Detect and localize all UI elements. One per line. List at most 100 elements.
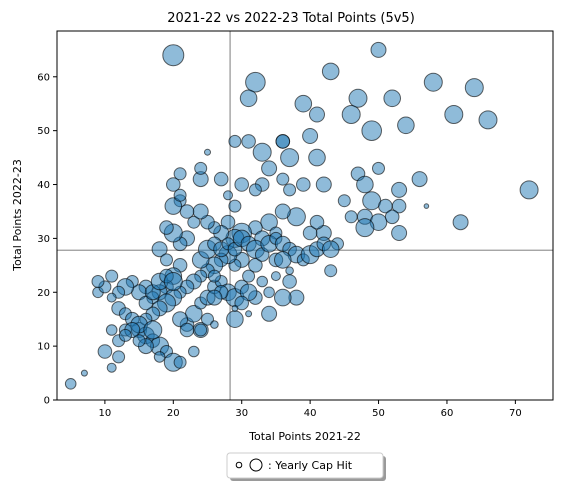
- data-point: [283, 183, 297, 197]
- data-point: [252, 142, 272, 162]
- data-point: [274, 203, 291, 220]
- legend-label: : Yearly Cap Hit: [268, 459, 353, 472]
- data-point: [270, 271, 281, 282]
- data-point: [383, 89, 402, 108]
- data-point: [194, 161, 208, 175]
- data-point: [362, 191, 382, 211]
- data-point: [348, 88, 368, 108]
- data-point: [213, 171, 229, 187]
- data-point: [234, 295, 249, 311]
- legend-box: [226, 452, 384, 479]
- data-point: [159, 220, 174, 235]
- data-point: [355, 218, 375, 238]
- y-tick-label: 30: [37, 234, 50, 245]
- data-point: [97, 344, 113, 359]
- x-tick-label: 50: [372, 408, 385, 419]
- plot-frame: [56, 30, 554, 401]
- data-point: [106, 362, 117, 373]
- plot-area: [57, 31, 553, 400]
- data-point: [263, 286, 275, 299]
- y-tick-label: 0: [44, 396, 50, 407]
- x-tick-label: 30: [235, 408, 248, 419]
- data-point: [201, 312, 214, 326]
- data-point: [242, 269, 256, 283]
- data-point: [444, 105, 464, 124]
- data-point: [344, 210, 358, 224]
- data-point: [308, 148, 326, 167]
- y-axis: 0 10 20 30 40 50 60: [37, 72, 57, 407]
- data-point: [370, 41, 387, 58]
- data-point: [239, 89, 258, 108]
- data-point: [64, 378, 77, 390]
- data-point: [226, 310, 244, 329]
- data-point: [210, 320, 219, 329]
- data-point: [192, 203, 209, 220]
- data-point: [309, 106, 325, 123]
- data-point: [105, 324, 118, 336]
- legend-large-marker: [249, 458, 263, 472]
- data-point: [172, 311, 189, 328]
- data-point: [302, 128, 319, 144]
- data-point: [315, 176, 332, 193]
- data-point: [309, 214, 325, 230]
- data-point: [282, 274, 297, 289]
- x-tick-label: 40: [304, 408, 317, 419]
- data-point: [223, 190, 233, 201]
- data-point: [397, 116, 415, 135]
- data-point: [194, 323, 208, 337]
- data-point: [423, 72, 443, 92]
- data-point: [464, 78, 484, 98]
- data-point: [478, 110, 498, 130]
- data-point: [519, 180, 539, 200]
- data-point: [204, 148, 211, 156]
- data-point: [173, 355, 187, 369]
- data-point: [187, 215, 201, 229]
- data-point: [80, 369, 88, 377]
- x-axis-label: Total Points 2021-22: [248, 430, 361, 443]
- data-point: [361, 120, 383, 141]
- data-point: [132, 334, 146, 348]
- data-point: [207, 269, 221, 283]
- y-axis-label: Total Points 2022-23: [11, 159, 24, 272]
- data-point: [118, 328, 132, 342]
- data-point: [276, 172, 290, 186]
- data-point: [261, 305, 278, 322]
- data-point: [285, 266, 294, 276]
- data-point: [302, 225, 318, 241]
- data-point: [452, 214, 469, 231]
- y-tick-label: 60: [37, 72, 50, 83]
- data-point: [321, 240, 340, 258]
- data-point: [105, 269, 119, 283]
- data-point: [256, 275, 269, 288]
- data-point: [160, 253, 173, 267]
- chart-title: 2021-22 vs 2022-23 Total Points (5v5): [167, 11, 415, 26]
- data-point: [151, 241, 168, 258]
- data-point: [153, 351, 166, 363]
- data-point: [112, 350, 126, 364]
- data-point: [245, 71, 266, 93]
- x-tick-label: 70: [509, 408, 522, 419]
- data-point: [261, 160, 278, 177]
- data-point: [411, 171, 428, 188]
- data-point: [228, 199, 242, 213]
- x-tick-label: 10: [99, 408, 112, 419]
- data-point: [423, 203, 430, 209]
- data-point: [391, 181, 408, 198]
- y-tick-label: 40: [37, 180, 50, 191]
- data-point: [274, 251, 292, 269]
- data-point: [206, 289, 223, 306]
- data-point: [164, 197, 183, 215]
- data-point: [337, 194, 351, 208]
- data-point: [341, 105, 361, 124]
- data-point: [384, 209, 400, 225]
- data-point: [163, 272, 183, 291]
- data-point: [321, 62, 340, 81]
- data-point: [91, 275, 105, 288]
- data-point: [188, 345, 200, 358]
- data-point: [280, 148, 300, 168]
- data-point: [294, 94, 313, 113]
- x-tick-label: 20: [167, 408, 180, 419]
- data-point: [372, 161, 385, 175]
- data-point: [231, 304, 239, 312]
